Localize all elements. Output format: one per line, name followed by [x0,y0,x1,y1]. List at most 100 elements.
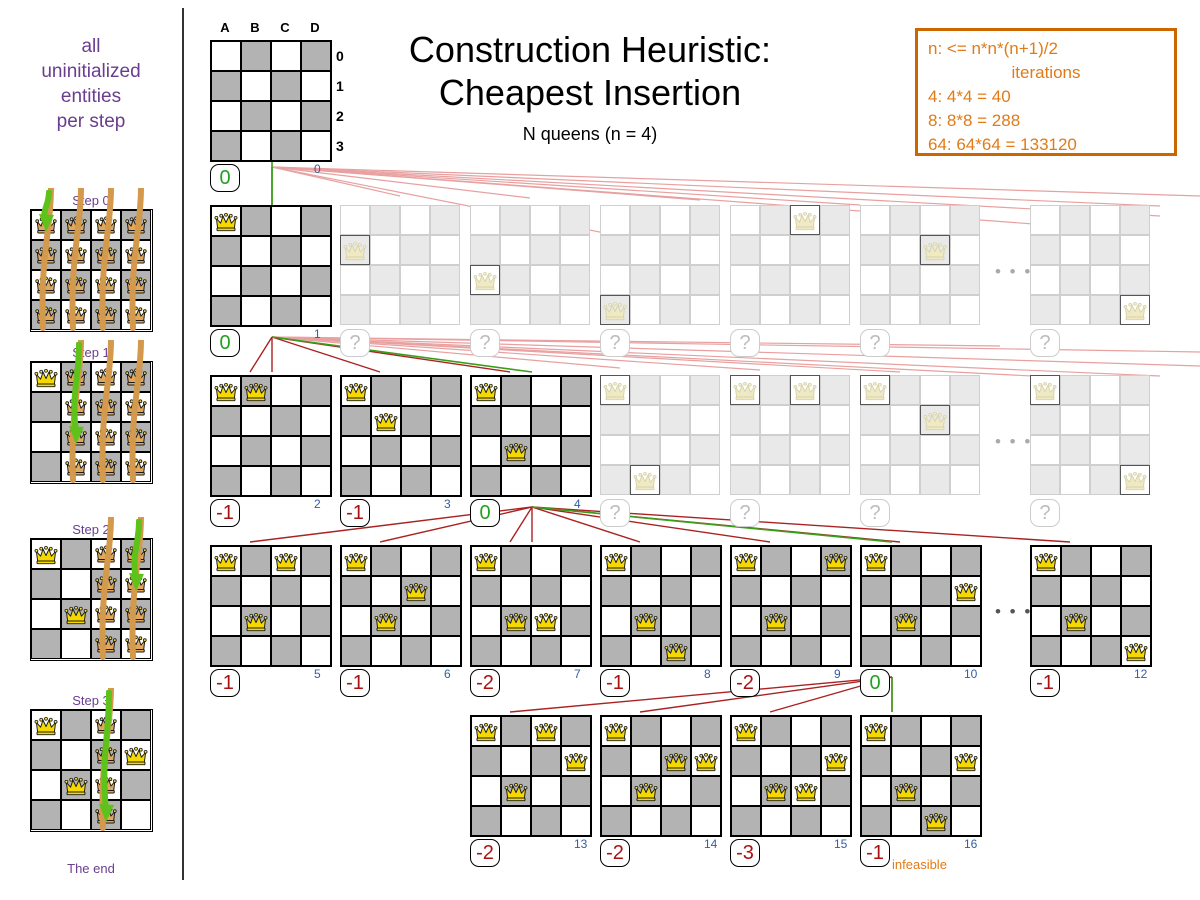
sidebar-mini-board[interactable] [29,688,153,832]
board-score-badge[interactable]: -1 [860,839,890,867]
chess-board[interactable] [730,545,852,667]
board-score-badge[interactable]: ? [860,499,890,527]
board-score-badge[interactable]: -1 [340,499,370,527]
chess-board[interactable] [470,545,592,667]
board-cell [301,266,331,296]
chess-board[interactable] [860,205,980,325]
board-score-badge[interactable]: -1 [210,499,240,527]
board-cell [660,405,690,435]
chess-board[interactable] [210,40,332,162]
chess-board[interactable] [470,375,592,497]
board-cell [560,205,590,235]
board-score-badge[interactable]: -1 [1030,669,1060,697]
board-score-badge[interactable]: ? [730,329,760,357]
sidebar-mini-board[interactable] [29,340,153,484]
board-cell [1120,375,1150,405]
chess-board[interactable] [860,715,982,837]
board-cell [401,466,431,496]
sidebar-mini-board[interactable] [29,188,153,332]
board-cell [601,576,631,606]
chess-board[interactable] [730,375,850,495]
board-score-badge[interactable]: -1 [210,669,240,697]
board-cell [30,740,61,770]
chess-board[interactable] [470,715,592,837]
board-score-badge[interactable]: ? [1030,329,1060,357]
board-cell [731,806,761,836]
board-score-badge[interactable]: -2 [600,839,630,867]
chess-board[interactable] [860,545,982,667]
board-cell [341,606,371,636]
board-score-badge[interactable]: -2 [470,839,500,867]
chess-board[interactable] [210,375,332,497]
board-cell [60,629,91,659]
board-cell [631,806,661,836]
board-cell [891,606,921,636]
board-cell [431,466,461,496]
board-cell [690,435,720,465]
board-cell [761,606,791,636]
infobox-line-2: iterations [1011,63,1081,82]
chess-board[interactable] [860,375,980,495]
board-cell [531,376,561,406]
board-cell [431,636,461,666]
sidebar-mini-board[interactable] [29,517,153,661]
board-cell [211,266,241,296]
chess-board[interactable] [730,205,850,325]
board-score-badge[interactable]: -2 [470,669,500,697]
board-cell [951,716,981,746]
title-line-2: Cheapest Insertion [438,72,742,113]
chess-board[interactable] [1030,545,1152,667]
board-cell [860,265,890,295]
the-end-label: The end [67,861,115,876]
chess-board[interactable] [210,205,332,327]
board-score-badge[interactable]: ? [600,499,630,527]
board-score-badge[interactable]: ? [730,499,760,527]
board-score-badge[interactable]: 0 [860,669,890,697]
chess-board[interactable] [340,205,460,325]
board-cell [630,265,660,295]
board-score-badge[interactable]: 0 [470,499,500,527]
chess-board[interactable] [730,715,852,837]
board-score-badge[interactable]: ? [470,329,500,357]
board-cell [1060,235,1090,265]
chess-board[interactable] [600,545,722,667]
chess-board[interactable] [340,375,462,497]
board-cell [401,636,431,666]
board-cell [631,746,661,776]
chess-board[interactable] [1030,205,1150,325]
board-score-badge[interactable]: -1 [600,669,630,697]
board-cell [1090,295,1120,325]
chess-board[interactable] [600,715,722,837]
board-cell [1031,546,1061,576]
board-score-badge[interactable]: ? [1030,499,1060,527]
chess-board[interactable] [600,375,720,495]
chess-board[interactable] [340,545,462,667]
board-cell [1121,546,1151,576]
infobox-line-4: 8: 8*8 = 288 [928,111,1021,130]
board-score-badge[interactable]: -1 [340,669,370,697]
board-score-badge[interactable]: ? [600,329,630,357]
board-cell [821,746,851,776]
board-cell [601,606,631,636]
chess-board[interactable] [470,205,590,325]
board-cell [271,376,301,406]
queen-highlight [1030,375,1060,405]
board-score-badge[interactable]: ? [860,329,890,357]
board-cell [241,71,271,101]
board-cell [1030,405,1060,435]
board-score-badge[interactable]: -2 [730,669,760,697]
board-cell [471,716,501,746]
board-cell [821,776,851,806]
board-cell [950,375,980,405]
board-cell [400,295,430,325]
chess-board[interactable] [1030,375,1150,495]
board-score-badge[interactable]: 0 [210,164,240,192]
board-score-badge[interactable]: -3 [730,839,760,867]
queen-highlight [790,205,820,235]
board-cell [241,131,271,161]
board-score-badge[interactable]: ? [340,329,370,357]
board-cell [120,539,151,569]
chess-board[interactable] [600,205,720,325]
board-score-badge[interactable]: 0 [210,329,240,357]
chess-board[interactable] [210,545,332,667]
